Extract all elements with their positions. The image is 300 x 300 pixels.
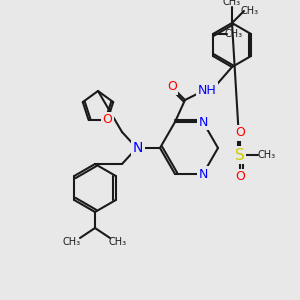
- Text: NH: NH: [198, 83, 216, 97]
- Text: N: N: [133, 141, 143, 155]
- Text: O: O: [235, 127, 245, 140]
- Text: N: N: [198, 116, 208, 128]
- Text: CH₃: CH₃: [241, 6, 259, 16]
- Text: CH₃: CH₃: [225, 29, 243, 39]
- Text: CH₃: CH₃: [63, 237, 81, 247]
- Text: CH₃: CH₃: [258, 150, 276, 160]
- Text: O: O: [235, 170, 245, 184]
- Text: O: O: [167, 80, 177, 94]
- Text: CH₃: CH₃: [223, 0, 241, 7]
- Text: N: N: [198, 167, 208, 181]
- Text: S: S: [235, 148, 245, 163]
- Text: CH₃: CH₃: [109, 237, 127, 247]
- Text: O: O: [103, 113, 112, 126]
